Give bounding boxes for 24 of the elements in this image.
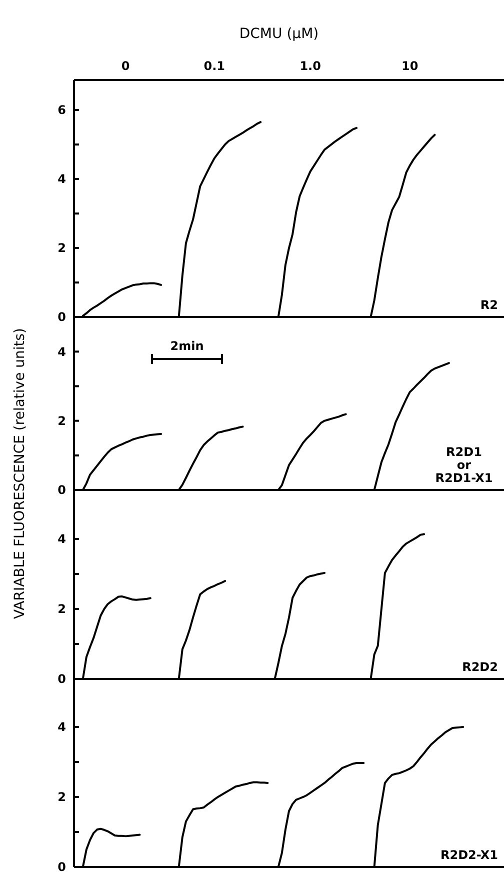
y-tick-label: 4: [58, 532, 66, 546]
annotation: 2min: [170, 339, 204, 353]
annotation: R2: [480, 298, 498, 312]
y-tick-label: 2: [58, 241, 66, 256]
y-tick-label: 2: [58, 790, 66, 804]
y-tick-label: 2: [58, 602, 66, 616]
x-tick-label: 0.1: [204, 59, 226, 73]
y-tick-label: 0: [58, 672, 66, 686]
y-tick-label: 0: [58, 483, 66, 498]
y-tick-label: 6: [58, 103, 66, 118]
annotation: R2D2: [462, 660, 498, 674]
y-tick-label: 4: [58, 172, 66, 186]
x-tick-label: 1.0: [300, 59, 321, 73]
y-tick-label: 4: [58, 344, 66, 359]
annotation: R2D1 or R2D1-X1: [435, 445, 493, 485]
y-tick-label: 0: [58, 310, 66, 324]
annotation: R2D2-X1: [440, 848, 498, 862]
x-tick-label: 0: [121, 59, 130, 73]
x-tick-label: 10: [401, 59, 418, 73]
y-tick-label: 2: [58, 414, 66, 428]
y-tick-label: 0: [58, 860, 66, 874]
y-tick-label: 4: [58, 720, 66, 734]
legend-title: DCMU (µM): [239, 26, 319, 42]
y-axis-title: VARIABLE FLUORESCENCE (relative units): [12, 328, 28, 620]
